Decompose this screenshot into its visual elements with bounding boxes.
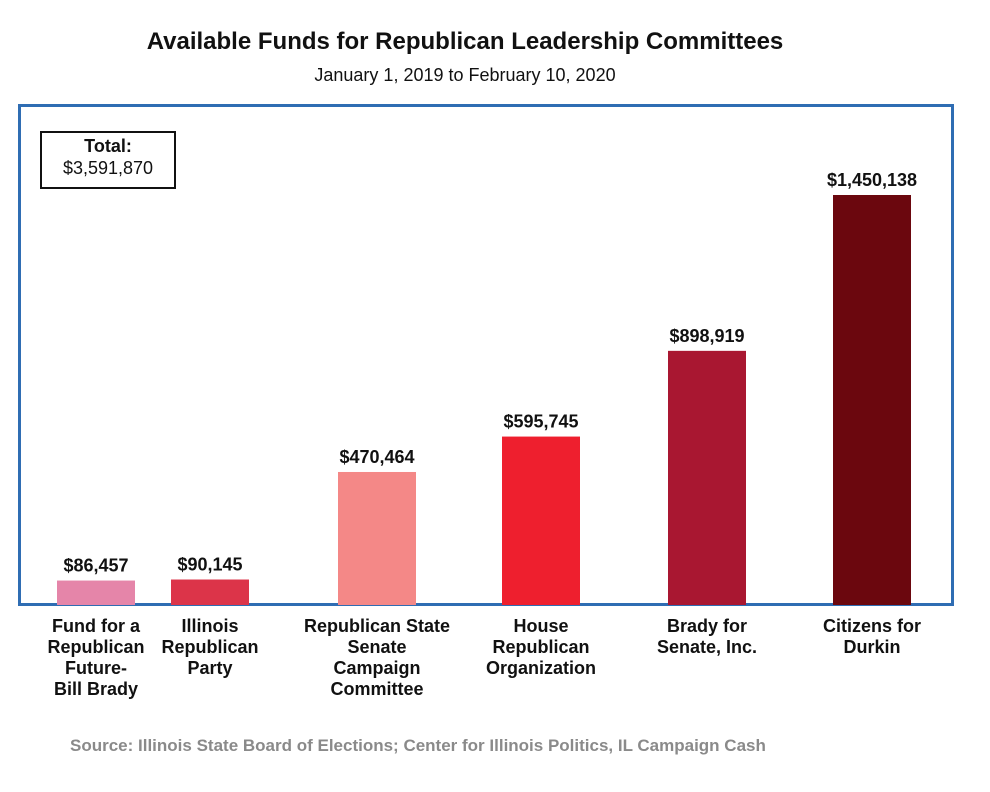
total-box: Total: $3,591,870	[40, 131, 176, 189]
bar-value-label-5: $1,450,138	[827, 170, 917, 190]
chart-title: Available Funds for Republican Leadershi…	[146, 28, 784, 55]
bar-value-label-2: $470,464	[339, 447, 414, 467]
category-label-0: Fund for a Republican Future- Bill Brady	[21, 616, 171, 700]
bar-value-label-0: $86,457	[63, 556, 128, 576]
category-label-line: Republican State	[303, 616, 451, 636]
category-label-line: House	[513, 616, 569, 636]
category-label-line: Party	[187, 658, 233, 678]
chart-subtitle: January 1, 2019 to February 10, 2020	[314, 65, 616, 85]
category-label-2: Republican State Senate Campaign Committee	[302, 616, 452, 700]
total-value: $3,591,870	[62, 158, 154, 178]
category-label-line: Citizens for	[822, 616, 921, 636]
category-label-line: Senate, Inc.	[656, 637, 758, 657]
category-label-line: Future-	[65, 658, 127, 678]
bar-1	[171, 579, 249, 605]
category-label-line: Organization	[485, 658, 596, 678]
category-label-1: Illinois Republican Party	[135, 616, 285, 679]
total-label: Total:	[84, 136, 132, 156]
bar-2	[338, 471, 416, 605]
category-label-line: Republican	[492, 637, 590, 657]
category-label-line: Senate Campaign	[333, 637, 421, 678]
bar-4	[668, 350, 746, 605]
bar-0	[57, 580, 135, 605]
category-label-line: Bill Brady	[53, 679, 139, 699]
bar-5	[833, 195, 911, 605]
category-label-line: Committee	[330, 679, 424, 699]
category-label-line: Illinois	[181, 616, 239, 636]
plot-frame	[18, 104, 954, 606]
category-label-3: House Republican Organization	[466, 616, 616, 679]
source-note: Source: Illinois State Board of Election…	[70, 736, 766, 755]
bar-value-label-4: $898,919	[669, 326, 744, 346]
category-label-line: Brady for	[666, 616, 747, 636]
category-label-line: Republican	[47, 637, 145, 657]
category-label-5: Citizens for Durkin	[797, 616, 947, 658]
bar-value-label-1: $90,145	[177, 555, 242, 575]
category-label-4: Brady for Senate, Inc.	[632, 616, 782, 658]
bar-3	[502, 436, 580, 605]
category-label-line: Republican	[161, 637, 259, 657]
category-label-line: Fund for a	[52, 616, 140, 636]
category-label-line: Durkin	[843, 637, 901, 657]
bar-value-label-3: $595,745	[503, 412, 578, 432]
